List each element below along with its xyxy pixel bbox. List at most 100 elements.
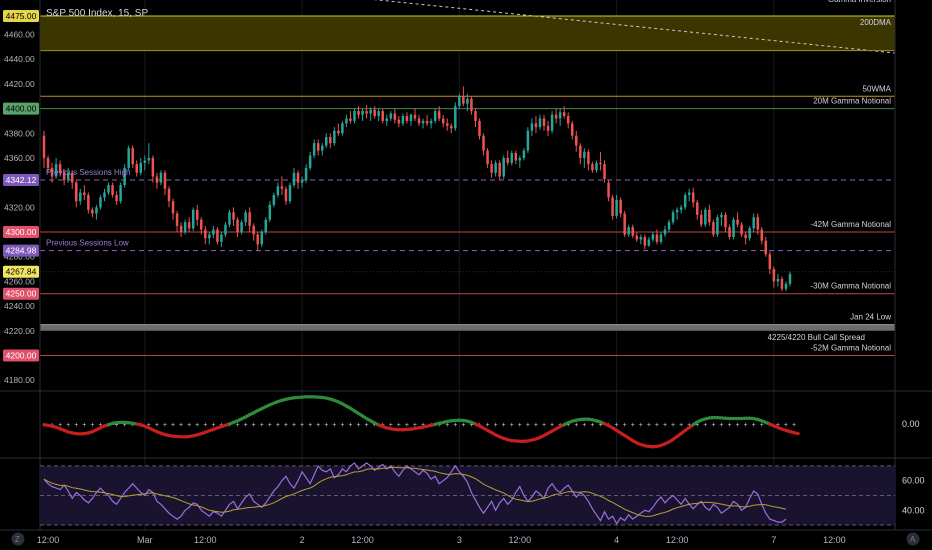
- candle: [603, 160, 606, 183]
- level-zones: [40, 0, 895, 331]
- zero-cross-mark: +: [711, 422, 715, 429]
- candle: [204, 225, 207, 245]
- candle: [611, 195, 614, 220]
- zero-cross-mark: +: [187, 422, 191, 429]
- rsi-axis-ticks: 40.00 60.00: [902, 476, 925, 516]
- time-tick-label: 12:00: [666, 535, 689, 545]
- zero-cross-mark: +: [671, 422, 675, 429]
- candle: [595, 160, 598, 173]
- timezone-button[interactable]: Z: [11, 532, 25, 546]
- zero-cross-mark: +: [615, 422, 619, 429]
- zero-cross-mark: +: [405, 422, 409, 429]
- zero-cross-mark: +: [510, 422, 514, 429]
- price-badge: 4200.00: [3, 349, 39, 362]
- zero-cross-mark: +: [598, 422, 602, 429]
- candle: [433, 108, 437, 124]
- oscillator-pane[interactable]: + + + + + + + + + + + + + + + + + + + + + + + + + + + + + + + + + + + + + + + +…: [42, 395, 800, 449]
- svg-text:4400.00: 4400.00: [6, 104, 37, 114]
- candle: [296, 170, 300, 189]
- candle: [591, 161, 594, 173]
- price-tick-label: 4440.00: [4, 54, 35, 64]
- timezone-icon: Z: [15, 535, 20, 544]
- candle: [788, 271, 792, 287]
- oscillator-zero-label: 0.00: [902, 419, 920, 429]
- candle: [659, 232, 663, 245]
- price-badge: 4284.98: [3, 244, 39, 257]
- candle: [772, 266, 776, 288]
- candle: [365, 104, 368, 119]
- candle: [256, 232, 259, 251]
- price-badge: 4300.00: [3, 226, 39, 239]
- candle: [538, 114, 542, 130]
- zero-cross-mark: +: [324, 422, 328, 429]
- zero-cross-mark: +: [98, 422, 102, 429]
- candle: [534, 116, 538, 134]
- price-axis[interactable]: 4180.00 4200.00 4220.00 4240.00 4260.00 4280.…: [4, 30, 35, 386]
- zero-cross-mark: +: [276, 422, 280, 429]
- time-axis[interactable]: 12:00 Mar 12:00 2 12:00 3 12:00 4 12:00 7 12:00: [37, 535, 846, 545]
- candle: [526, 127, 530, 154]
- candle: [224, 222, 227, 237]
- rsi-line: [43, 462, 787, 525]
- price-tick-label: 4360.00: [4, 153, 35, 163]
- candle: [623, 211, 626, 237]
- rsi-pane[interactable]: [40, 462, 895, 526]
- zero-cross-mark: +: [461, 422, 465, 429]
- candle: [562, 106, 566, 119]
- candle: [486, 148, 489, 168]
- candle: [252, 223, 255, 241]
- zero-cross-mark: +: [550, 422, 554, 429]
- candle: [490, 160, 493, 178]
- candle: [635, 232, 639, 242]
- candle: [599, 151, 602, 171]
- zero-cross-mark: +: [752, 422, 756, 429]
- svg-text:4300.00: 4300.00: [6, 227, 37, 237]
- price-pane[interactable]: Gamma Inversion 200DMA 50WMA 20M Gamma Noti…: [40, 0, 895, 356]
- zero-cross-mark: +: [502, 422, 506, 429]
- zero-cross-mark: +: [147, 422, 151, 429]
- zero-cross-mark: +: [244, 422, 248, 429]
- candle: [171, 198, 175, 220]
- candle: [607, 180, 610, 202]
- candle: [341, 120, 344, 136]
- candle: [667, 219, 671, 233]
- candle: [284, 186, 288, 205]
- rsi-tick-label: 40.00: [902, 505, 925, 515]
- price-badge: 4400.00: [3, 102, 39, 115]
- zero-cross-mark: +: [203, 422, 207, 429]
- candle: [123, 164, 126, 188]
- zero-cross-mark: +: [82, 422, 86, 429]
- candle: [502, 155, 505, 179]
- candle: [187, 217, 191, 233]
- zero-cross-mark: +: [679, 422, 683, 429]
- svg-text:4284.98: 4284.98: [6, 246, 37, 256]
- candle: [712, 219, 715, 237]
- candle: [437, 106, 441, 121]
- zero-cross-mark: +: [179, 422, 183, 429]
- zero-cross-mark: +: [736, 422, 740, 429]
- auto-scale-button[interactable]: A: [906, 532, 920, 546]
- bull-call-spread-zone: [40, 324, 895, 331]
- candle: [550, 111, 554, 134]
- candle: [780, 276, 784, 292]
- candle: [639, 234, 643, 245]
- candle: [627, 224, 630, 237]
- candle: [143, 155, 147, 171]
- candle: [663, 225, 667, 237]
- candle: [127, 145, 130, 171]
- candle: [304, 164, 308, 183]
- zero-cross-mark: +: [486, 422, 490, 429]
- candle: [325, 133, 328, 149]
- zero-cross-mark: +: [90, 422, 94, 429]
- zero-cross-mark: +: [574, 422, 578, 429]
- candle: [175, 211, 179, 233]
- level-label-6: Previous Sessions Low: [46, 239, 129, 248]
- candle: [99, 195, 102, 210]
- candle: [107, 182, 110, 195]
- zero-cross-mark: +: [784, 422, 788, 429]
- candle: [345, 114, 348, 128]
- candle: [212, 225, 215, 239]
- candle: [506, 150, 509, 166]
- level-label-8: -30M Gamma Notional: [811, 282, 892, 291]
- candle: [478, 118, 481, 140]
